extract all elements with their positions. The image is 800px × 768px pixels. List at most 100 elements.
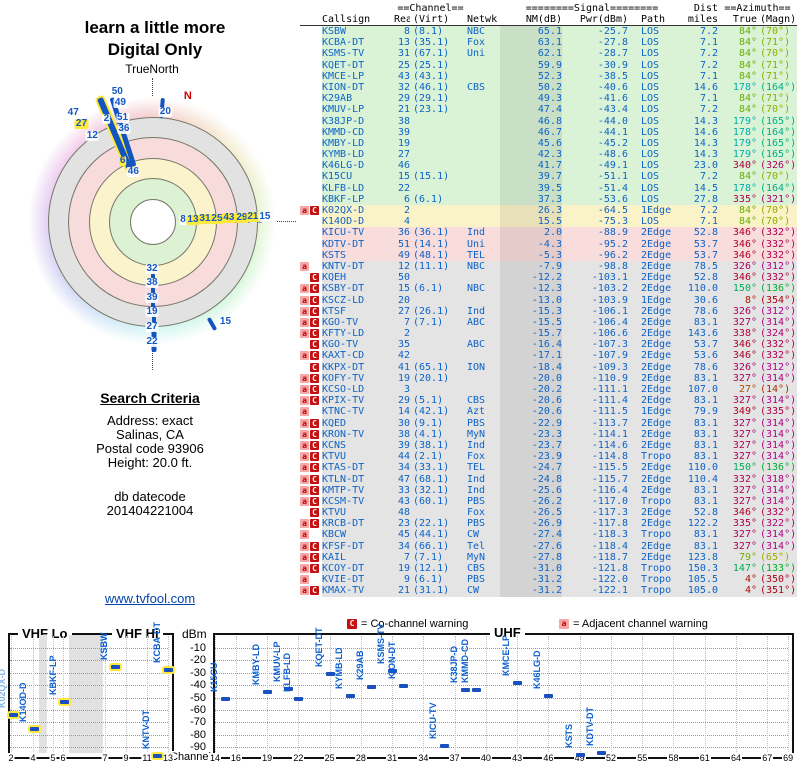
channel-tick-label: 55	[636, 753, 649, 763]
distance-cell: 7.2	[684, 26, 718, 38]
callsign-cell: KTSF	[322, 305, 394, 317]
callsign-cell: KYMB-LD	[322, 149, 394, 161]
virtual-channel-cell	[410, 339, 467, 351]
noise-margin-cell: -25.6	[500, 484, 562, 496]
power-cell: -113.7	[562, 417, 628, 429]
dbm-tick-label: -30	[190, 666, 206, 679]
path-cell: LOS	[628, 171, 684, 183]
warning-cell: aC	[300, 48, 322, 60]
noise-margin-cell: -12.2	[500, 272, 562, 284]
warning-cell: aC	[300, 406, 322, 418]
warning-cell: aC	[300, 171, 322, 183]
adjacent-warning-badge: a	[300, 385, 309, 394]
noise-margin-cell: 39.5	[500, 182, 562, 194]
true-azimuth-cell: 178°	[718, 81, 757, 94]
noise-margin-cell: 46.7	[500, 126, 562, 138]
station-signal-bar	[596, 751, 606, 756]
channel-gridline	[642, 636, 644, 754]
magnetic-azimuth-cell: (71°)	[757, 37, 797, 49]
magnetic-azimuth-cell: (318°)	[757, 473, 797, 485]
station-bar-label: K29AB	[355, 650, 366, 681]
power-cell: -106.6	[562, 328, 628, 340]
gridline	[215, 697, 788, 699]
radar-ring	[130, 199, 176, 245]
real-channel-cell: 27	[394, 149, 410, 161]
power-cell: -28.7	[562, 48, 628, 60]
path-cell: 2Edge	[628, 316, 684, 329]
path-cell: LOS	[628, 104, 684, 116]
station-signal-bar	[111, 665, 120, 670]
magnetic-azimuth-cell: (332°)	[757, 507, 797, 519]
power-cell: -117.8	[562, 518, 628, 530]
path-cell: Tropo	[628, 529, 684, 541]
power-cell: -106.1	[562, 305, 628, 317]
virtual-channel-cell: (8.1)	[410, 26, 467, 38]
distance-cell: 78.6	[684, 361, 718, 373]
distance-cell: 83.1	[684, 372, 718, 384]
magnetic-azimuth-cell: (332°)	[757, 272, 797, 284]
distance-cell: 14.5	[684, 182, 718, 194]
co-channel-warning-badge: C	[310, 440, 319, 450]
network-cell	[467, 126, 500, 138]
station-table: ==Channel== ========Signal======== Dist …	[300, 3, 797, 597]
tvfool-link[interactable]: www.tvfool.com	[104, 591, 196, 606]
warning-cell: aC	[300, 182, 322, 194]
true-azimuth-cell: 8°	[718, 294, 757, 306]
co-channel-warning-badge: C	[310, 273, 319, 283]
magnetic-azimuth-cell: (136°)	[757, 462, 797, 474]
col-true: True	[732, 14, 757, 25]
channel-tick-label: 61	[698, 753, 711, 763]
channel-gridline	[392, 636, 394, 754]
real-channel-cell: 23	[394, 518, 410, 530]
channel-tick-label: 13	[161, 753, 175, 763]
power-cell: -49.1	[562, 160, 628, 172]
callsign-cell: KBKF-LP	[322, 193, 394, 205]
power-cell: -121.8	[562, 563, 628, 575]
dbm-tick-label: -20	[190, 654, 206, 667]
magnetic-azimuth-cell: (165°)	[757, 137, 797, 150]
noise-margin-cell: 42.3	[500, 149, 562, 161]
noise-margin-cell: 50.2	[500, 81, 562, 94]
noise-margin-cell: 63.1	[500, 37, 562, 49]
db-datecode-label: db datecode	[114, 489, 186, 504]
power-cell: -44.0	[562, 115, 628, 127]
power-cell: -41.6	[562, 93, 628, 105]
true-azimuth-cell: 179°	[718, 137, 757, 150]
network-cell	[467, 372, 500, 384]
channel-tick-label: 14	[208, 753, 222, 763]
callsign-cell: KPIX-TV	[322, 395, 394, 407]
magnetic-azimuth-cell: (71°)	[757, 93, 797, 105]
gridline	[215, 660, 788, 662]
co-channel-warning-badge: C	[310, 295, 319, 305]
adjacent-warning-badge: a	[300, 317, 309, 327]
true-azimuth-cell: 335°	[718, 193, 757, 205]
real-channel-cell: 41	[394, 361, 410, 373]
gridline	[215, 648, 788, 649]
col-magn: (Magn)	[760, 14, 797, 25]
virtual-channel-cell: (20.1)	[410, 372, 467, 384]
callsign-cell: KSBW	[322, 26, 394, 38]
real-channel-cell: 49	[394, 249, 410, 261]
virtual-channel-cell: (7.1)	[410, 551, 467, 563]
virtual-channel-cell: (44.1)	[410, 529, 467, 541]
real-channel-cell: 6	[394, 193, 410, 205]
station-bar-label: KMUV-LP	[271, 641, 282, 683]
real-channel-cell: 9	[394, 574, 410, 586]
network-cell: CBS	[467, 563, 500, 575]
adjacent-warning-badge: a	[300, 351, 309, 361]
true-azimuth-cell: 335°	[718, 518, 757, 530]
real-channel-cell: 51	[394, 238, 410, 250]
path-cell: 1Edge	[628, 406, 684, 418]
magnetic-azimuth-cell: (312°)	[757, 305, 797, 317]
magnetic-azimuth-cell: (314°)	[757, 451, 797, 463]
true-azimuth-cell: 79°	[718, 551, 757, 563]
path-cell: 2Edge	[628, 238, 684, 250]
callsign-cell: KMAX-TV	[322, 585, 394, 597]
table-row: a C KCSO-LD 3 -20.2 -111.1 2Edge 107.0 27° (14°)	[300, 384, 797, 396]
virtual-channel-cell	[410, 216, 467, 228]
magnetic-azimuth-cell: (314°)	[757, 417, 797, 429]
